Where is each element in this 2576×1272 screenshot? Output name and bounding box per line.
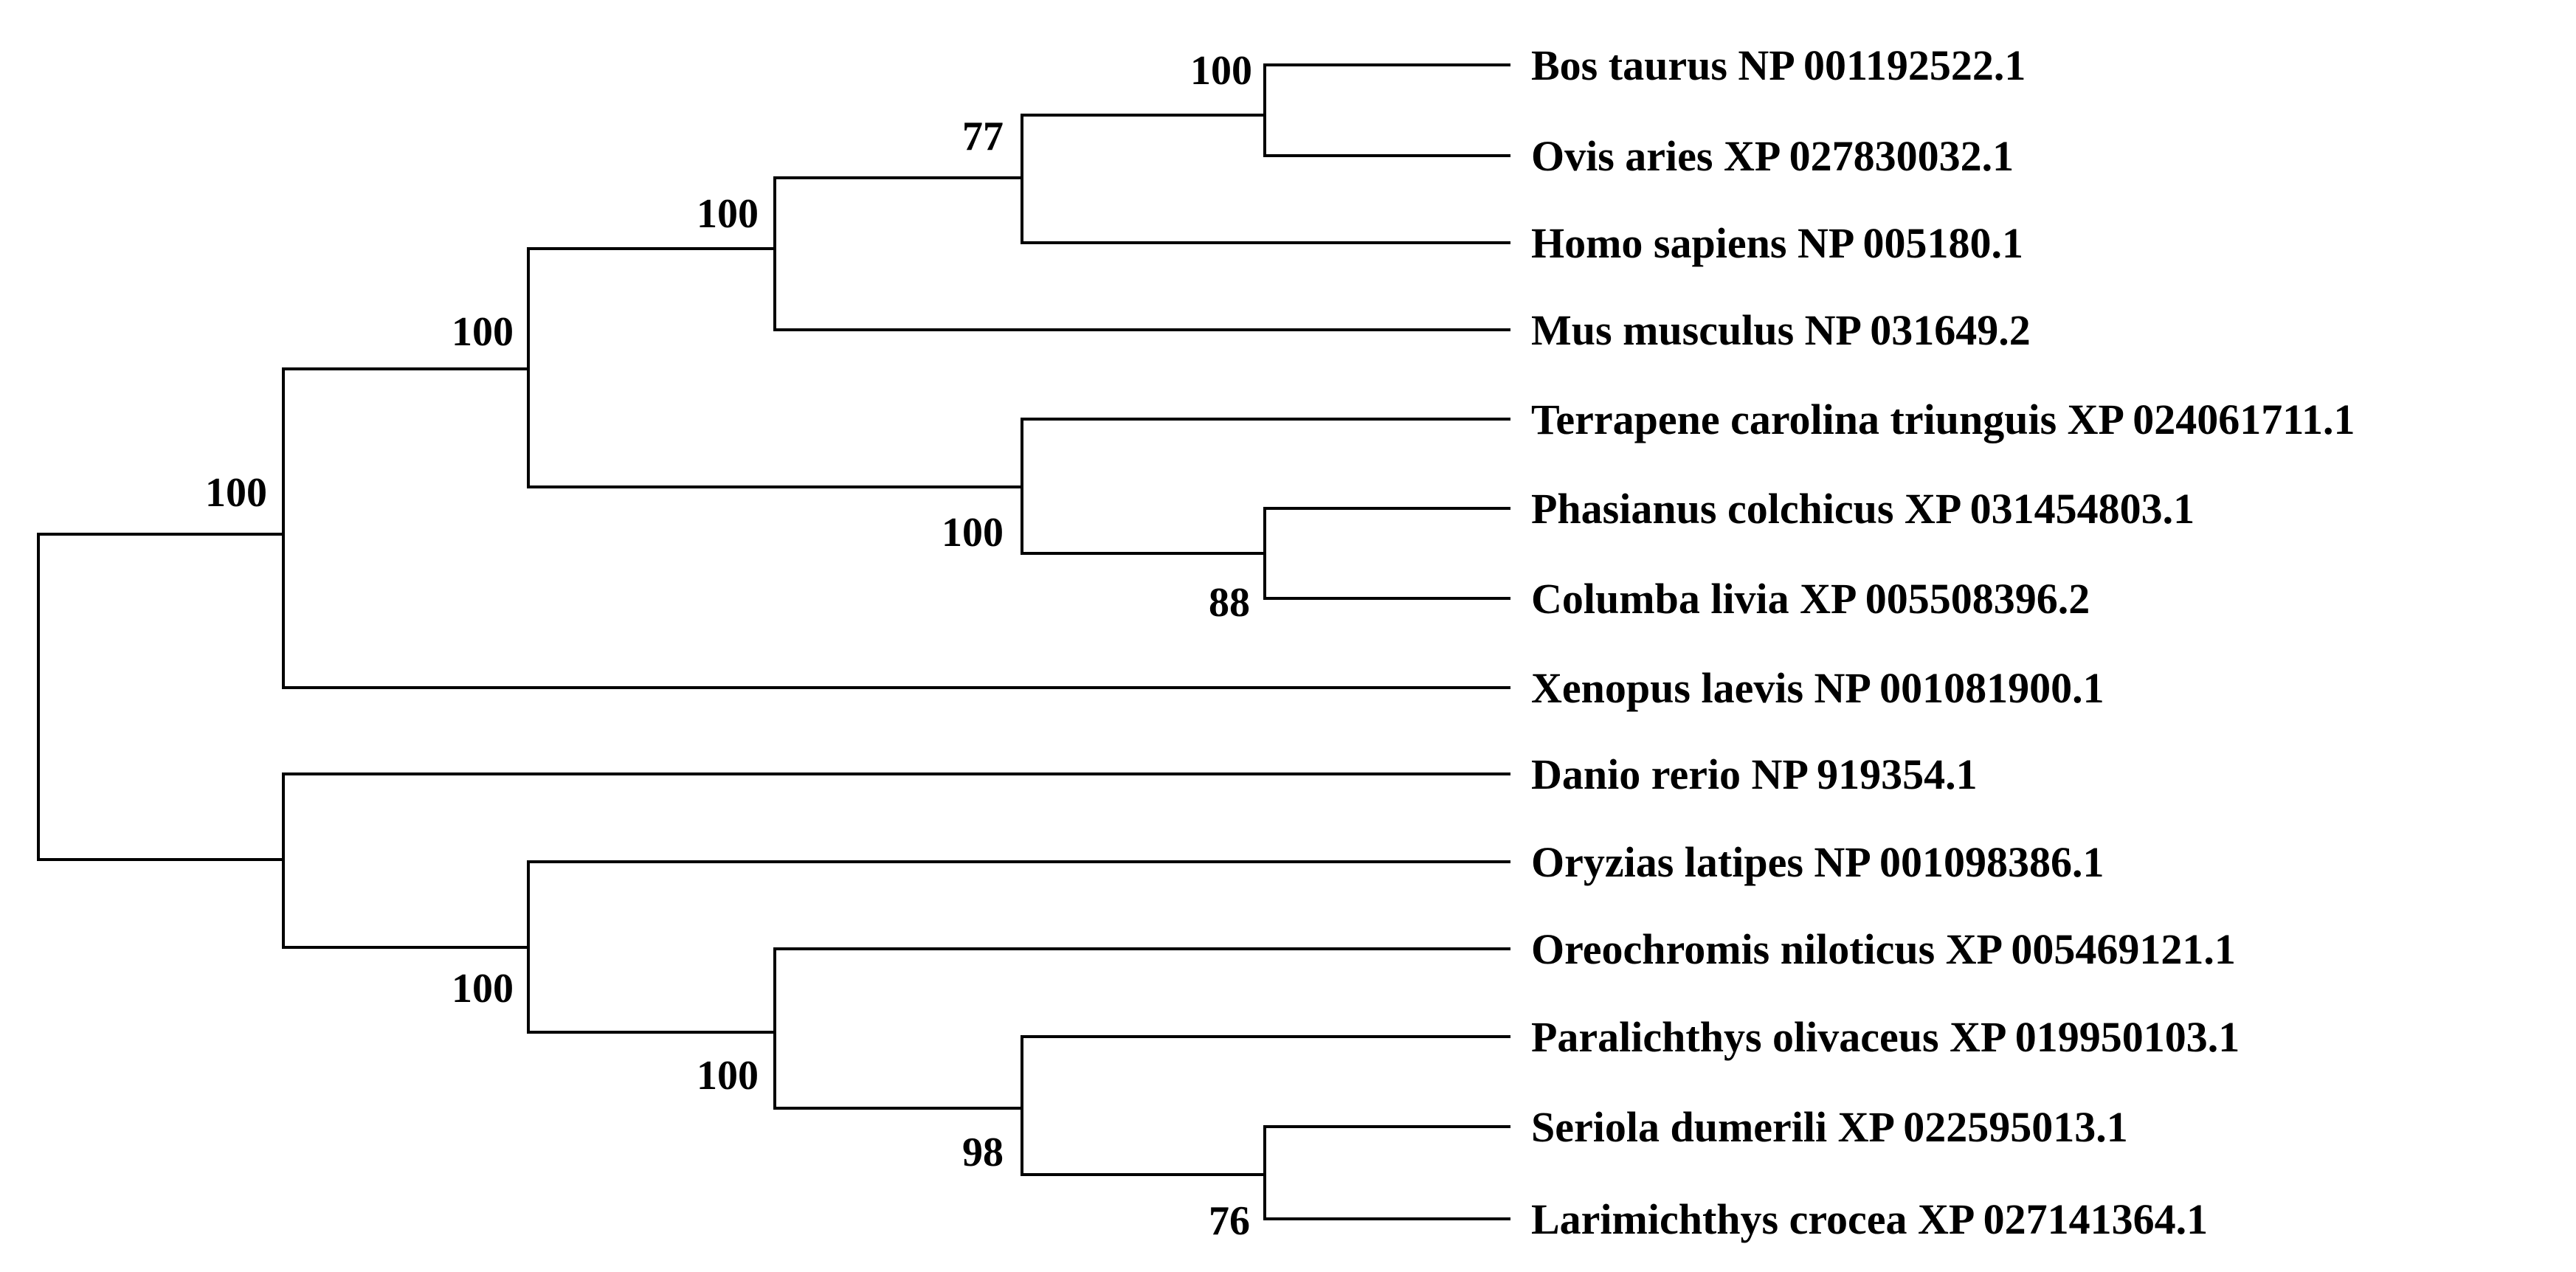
support-value-mammal: 100 (697, 191, 759, 237)
taxon-label-homo-sapiens: Homo sapiens NP 005180.1 (1531, 219, 2023, 267)
taxon-label-oreochromis: Oreochromis niloticus XP 005469121.1 (1531, 925, 2236, 973)
tree-branches (37, 63, 1510, 1220)
taxon-label-seriola: Seriola dumerili XP 022595013.1 (1531, 1103, 2128, 1151)
support-value-98: 98 (962, 1130, 1004, 1175)
taxon-labels: Bos taurus NP 001192522.1 Ovis aries XP … (1531, 41, 2355, 1243)
taxon-label-terrapene: Terrapene carolina triunguis XP 02406171… (1531, 395, 2355, 443)
taxon-label-paralichthys: Paralichthys olivaceus XP 019950103.1 (1531, 1013, 2240, 1061)
taxon-label-bos-taurus: Bos taurus NP 001192522.1 (1531, 41, 2026, 89)
support-value-77: 77 (962, 114, 1004, 159)
taxon-label-phasianus: Phasianus colchicus XP 031454803.1 (1531, 485, 2195, 533)
support-value-percomorph: 100 (697, 1053, 759, 1099)
taxon-label-danio: Danio rerio NP 919354.1 (1531, 750, 1978, 798)
support-value-bird: 88 (1209, 580, 1250, 626)
support-values: 100 77 100 100 100 100 88 100 100 98 76 (205, 48, 1252, 1244)
taxon-label-columba: Columba livia XP 005508396.2 (1531, 575, 2090, 623)
support-value-76: 76 (1209, 1198, 1250, 1244)
support-value-amniote: 100 (452, 309, 514, 355)
support-value-reptile-bird: 100 (942, 510, 1004, 556)
taxon-label-ovis-aries: Ovis aries XP 027830032.1 (1531, 132, 2014, 180)
taxon-label-xenopus: Xenopus laevis NP 001081900.1 (1531, 664, 2104, 712)
support-value-tetrapod: 100 (205, 470, 267, 516)
support-value-teleost: 100 (452, 966, 514, 1012)
taxon-label-larimichthys: Larimichthys crocea XP 027141364.1 (1531, 1195, 2208, 1243)
support-value-bovid: 100 (1190, 48, 1252, 94)
taxon-label-oryzias: Oryzias latipes NP 001098386.1 (1531, 838, 2104, 886)
taxon-label-mus-musculus: Mus musculus NP 031649.2 (1531, 306, 2031, 354)
